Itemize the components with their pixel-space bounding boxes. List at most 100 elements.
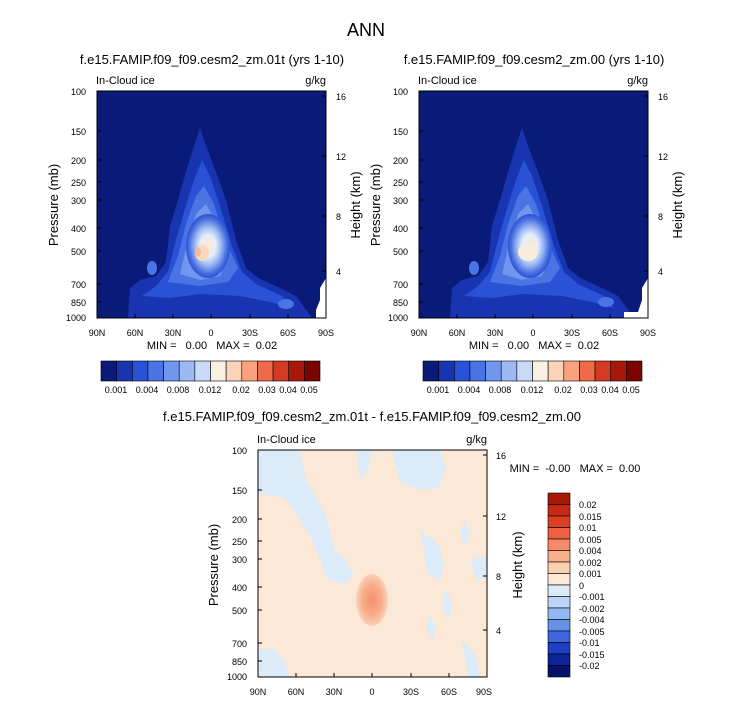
panel-1-colorbar: 0.001 0.004 0.008 0.012 0.02 0.03 0.04 0… <box>100 360 321 395</box>
colorbar-swatch <box>594 360 612 382</box>
panel-3-yticks: 100 150 200 250 300 400 500 700 850 1000 <box>227 446 262 682</box>
y-tick-label: 250 <box>71 178 86 188</box>
panel-2: f.e15.FAMIP.f09_f09.cesm2_zm.00 (yrs 1-1… <box>368 52 685 395</box>
panel-1-ylabel: Pressure (mb) <box>46 164 61 246</box>
panel-2-units: g/kg <box>627 75 648 87</box>
colorbar-swatch <box>453 360 471 382</box>
colorbar-label: 0.02 <box>579 500 597 510</box>
colorbar-label: 0 <box>579 581 584 591</box>
panel-1-field-label: In-Cloud ice <box>96 75 155 87</box>
y2-tick-label: 8 <box>496 572 501 582</box>
colorbar-label: 0.015 <box>579 512 602 522</box>
panel-1-xticks: 90N 60N 30N 0 30S 60S 90S <box>89 314 334 338</box>
colorbar-swatch <box>547 584 571 597</box>
panel-2-stats: MIN = 0.00 MAX = 0.02 <box>469 340 599 352</box>
panel-2-y2ticks: 16 12 8 4 <box>644 92 668 277</box>
colorbar-swatch <box>547 550 571 563</box>
y-tick-label: 500 <box>393 247 408 257</box>
y-tick-label: 1000 <box>227 672 247 682</box>
x-tick-label: 0 <box>530 328 535 338</box>
y-tick-label: 400 <box>393 224 408 234</box>
y-tick-label: 500 <box>71 247 86 257</box>
x-tick-label: 30N <box>487 328 504 338</box>
colorbar-swatch <box>178 360 196 382</box>
y-tick-label: 500 <box>232 606 247 616</box>
colorbar-label: 0.01 <box>579 523 597 533</box>
y2-tick-label: 16 <box>496 451 506 461</box>
y-tick-label: 1000 <box>388 313 408 323</box>
colorbar-swatch <box>547 642 571 655</box>
colorbar-swatch <box>485 360 502 382</box>
y2-tick-label: 16 <box>658 92 668 102</box>
colorbar-label: 0.02 <box>232 385 250 395</box>
panel-2-xticks: 90N 60N 30N 0 30S 60S 90S <box>411 314 656 338</box>
panel-3-field-label: In-Cloud ice <box>257 434 316 446</box>
y2-tick-label: 12 <box>496 512 506 522</box>
colorbar-swatch <box>547 492 571 505</box>
y-tick-label: 700 <box>393 280 408 290</box>
panel-2-title: f.e15.FAMIP.f09_f09.cesm2_zm.00 (yrs 1-1… <box>404 52 665 67</box>
panel-1-y2label: Height (km) <box>348 171 363 238</box>
colorbar-swatch <box>547 360 565 382</box>
colorbar-label: 0.001 <box>579 569 602 579</box>
colorbar-label: -0.01 <box>579 638 600 648</box>
panel-3-colorbar: 0.02 0.015 0.01 0.005 0.004 0.002 0.001 … <box>547 492 605 678</box>
y2-tick-label: 12 <box>336 152 346 162</box>
colorbar-label: 0.05 <box>300 385 318 395</box>
colorbar-swatch <box>547 596 571 609</box>
panel-1-yticks: 100 150 200 250 300 400 500 700 850 1000 <box>66 87 101 323</box>
colorbar-swatch <box>288 360 305 382</box>
colorbar-label: -0.002 <box>579 604 605 614</box>
colorbar-swatch <box>163 360 180 382</box>
panel-2-yticks: 100 150 200 250 300 400 500 700 850 1000 <box>388 87 423 323</box>
panel-3: f.e15.FAMIP.f09_f09.cesm2_zm.01t - f.e15… <box>163 409 640 697</box>
colorbar-swatch <box>547 653 571 666</box>
colorbar-label: 0.004 <box>458 385 481 395</box>
colorbar-label: 0.04 <box>279 385 297 395</box>
x-tick-label: 30S <box>403 687 419 697</box>
colorbar-swatch <box>438 360 455 382</box>
x-tick-label: 60N <box>449 328 466 338</box>
colorbar-swatch <box>257 360 274 382</box>
colorbar-label: -0.001 <box>579 592 605 602</box>
colorbar-swatch <box>547 619 571 632</box>
panel-1-title: f.e15.FAMIP.f09_f09.cesm2_zm.01t (yrs 1-… <box>80 52 344 67</box>
colorbar-label: 0.004 <box>579 546 602 556</box>
x-tick-label: 90N <box>250 687 267 697</box>
y2-tick-label: 8 <box>336 212 341 222</box>
colorbar-swatch <box>547 665 571 678</box>
colorbar-label: 0.002 <box>579 558 602 568</box>
x-tick-label: 60N <box>288 687 305 697</box>
panel-2-plot-area <box>418 90 649 319</box>
colorbar-swatch <box>547 504 571 517</box>
colorbar-label: -0.005 <box>579 627 605 637</box>
y-tick-label: 300 <box>393 196 408 206</box>
colorbar-swatch <box>225 360 243 382</box>
y-tick-label: 250 <box>232 537 247 547</box>
x-tick-label: 30N <box>165 328 182 338</box>
colorbar-swatch <box>272 360 290 382</box>
colorbar-label: 0.001 <box>427 385 450 395</box>
panel-3-y2ticks: 16 12 8 4 <box>483 451 506 636</box>
y2-tick-label: 4 <box>336 267 341 277</box>
colorbar-swatch <box>626 360 643 382</box>
colorbar-label: 0.05 <box>622 385 640 395</box>
y2-tick-label: 12 <box>658 152 668 162</box>
panel-1: f.e15.FAMIP.f09_f09.cesm2_zm.01t (yrs 1-… <box>46 52 363 395</box>
y2-tick-label: 16 <box>336 92 346 102</box>
panel-3-xticks: 90N 60N 30N 0 30S 60S 90S <box>250 673 492 697</box>
y-tick-label: 850 <box>232 657 247 667</box>
colorbar-swatch <box>547 515 571 528</box>
colorbar-label: 0.012 <box>521 385 544 395</box>
y2-tick-label: 4 <box>496 626 501 636</box>
colorbar-swatch <box>500 360 518 382</box>
y-tick-label: 400 <box>232 583 247 593</box>
y-tick-label: 850 <box>393 298 408 308</box>
panel-3-stats: MIN = -0.00 MAX = 0.00 <box>510 463 641 475</box>
panel-3-title: f.e15.FAMIP.f09_f09.cesm2_zm.01t - f.e15… <box>163 409 581 424</box>
colorbar-label: 0.03 <box>258 385 276 395</box>
y-tick-label: 150 <box>232 486 247 496</box>
x-tick-label: 30N <box>326 687 343 697</box>
colorbar-swatch <box>100 360 117 382</box>
colorbar-swatch <box>194 360 211 382</box>
